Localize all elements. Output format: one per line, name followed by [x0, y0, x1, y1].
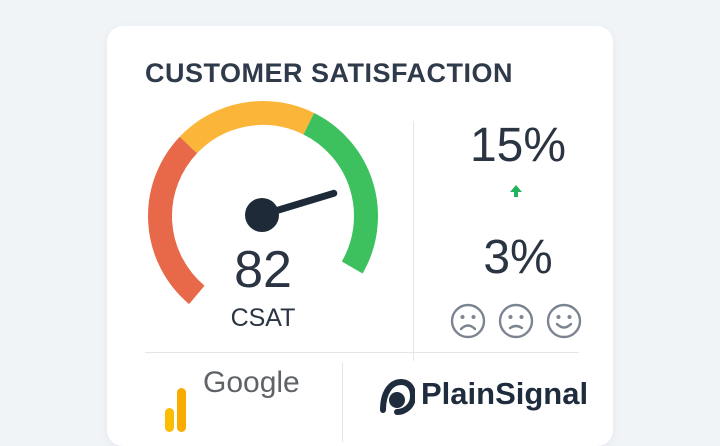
happy-face-icon[interactable]	[546, 303, 582, 339]
plainsignal-logo: PlainSignal	[379, 374, 589, 434]
logo-divider	[342, 362, 343, 442]
stat-bottom-value: 3%	[483, 231, 553, 284]
stat-top-value: 15%	[469, 119, 567, 172]
gauge-arc-low	[148, 136, 205, 305]
gauge-arc-mid	[179, 101, 315, 154]
plainsignal-logo-text: PlainSignal	[421, 376, 589, 411]
google-logo: Google	[165, 366, 325, 432]
card-title: CUSTOMER SATISFACTION	[145, 58, 514, 88]
feedback-faces	[450, 303, 584, 343]
arrow-up-icon	[510, 185, 522, 197]
gauge-arc-high	[303, 112, 378, 274]
csat-gauge	[148, 101, 378, 305]
neutral-sad-face-icon[interactable]	[498, 303, 534, 339]
plainsignal-mark-icon	[380, 378, 415, 415]
google-analytics-icon	[165, 388, 186, 432]
csat-card: CUSTOMER SATISFACTION 82 CSAT 15% 3%	[107, 26, 613, 446]
gauge-label: CSAT	[230, 304, 296, 332]
gauge-hub	[245, 198, 279, 232]
horizontal-divider	[145, 352, 579, 353]
vertical-divider	[413, 121, 414, 361]
gauge-value: 82	[234, 241, 292, 299]
google-logo-text: Google	[203, 366, 300, 399]
sad-face-icon[interactable]	[450, 303, 486, 339]
